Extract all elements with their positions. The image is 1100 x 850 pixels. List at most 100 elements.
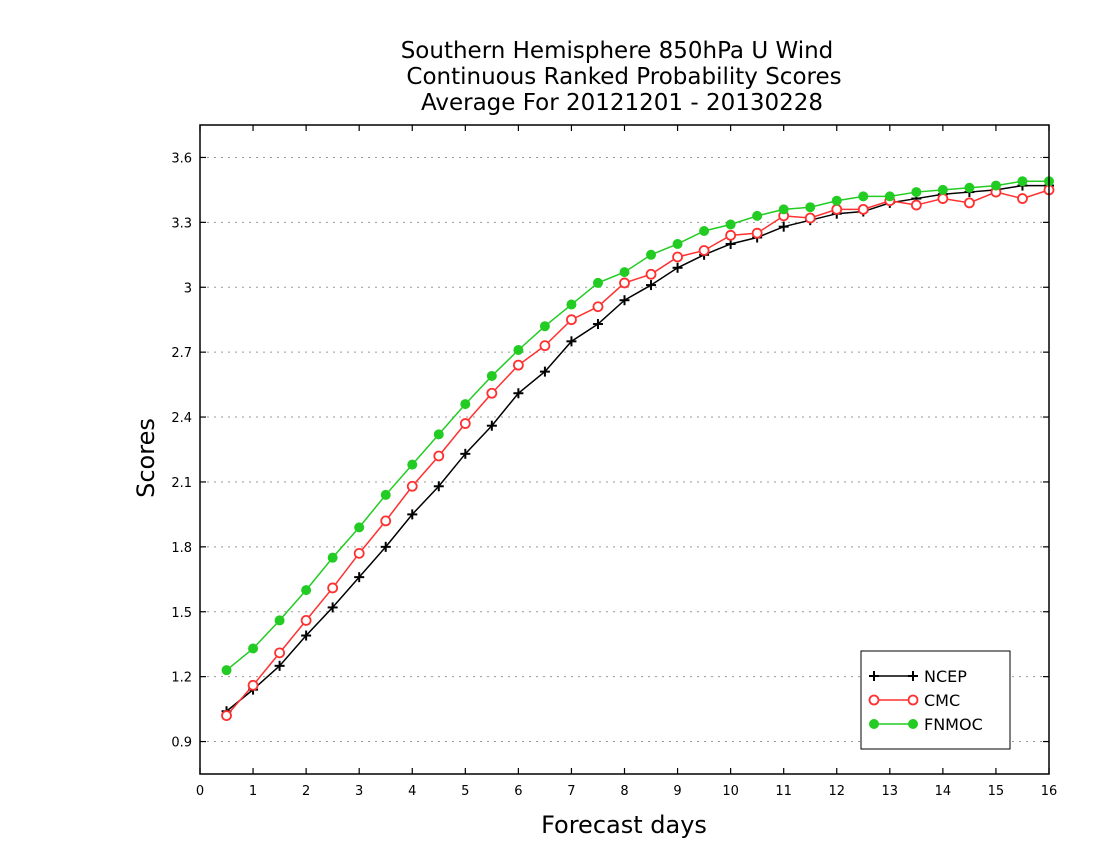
x-tick-label: 10 <box>722 784 739 799</box>
data-point-cmc <box>910 199 922 211</box>
data-point-cmc <box>247 679 259 691</box>
data-point-fnmoc <box>407 459 418 470</box>
data-point-cmc <box>831 203 843 215</box>
data-point-fnmoc <box>433 429 444 440</box>
data-point-fnmoc <box>805 202 816 213</box>
data-point-fnmoc <box>354 522 365 533</box>
x-tick-label: 9 <box>673 784 681 799</box>
data-point-cmc <box>857 203 869 215</box>
data-point-ncep <box>380 541 391 552</box>
data-point-fnmoc <box>1017 176 1028 187</box>
data-point-fnmoc <box>725 219 736 230</box>
legend-marker-ncep <box>869 671 879 681</box>
data-point-cmc <box>300 615 312 626</box>
legend-label-cmc: CMC <box>924 691 960 710</box>
legend: NCEP CMC FNMOC <box>860 650 1011 750</box>
x-tick-label: 4 <box>408 784 416 799</box>
data-point-cmc <box>274 647 285 659</box>
data-point-cmc <box>566 314 577 326</box>
series-ncep <box>221 180 1054 717</box>
data-point-ncep <box>354 572 365 583</box>
data-point-fnmoc <box>592 277 603 288</box>
data-point-ncep <box>539 366 550 377</box>
data-point-fnmoc <box>778 204 789 215</box>
x-tick-label: 2 <box>302 784 310 799</box>
data-point-cmc <box>406 480 418 492</box>
data-point-ncep <box>672 262 683 273</box>
legend-marker-fnmoc <box>869 719 879 729</box>
data-point-cmc <box>221 710 232 721</box>
x-tick-label: 0 <box>196 784 204 799</box>
data-point-fnmoc <box>858 191 869 202</box>
data-point-fnmoc <box>831 195 842 206</box>
data-point-fnmoc <box>221 665 232 676</box>
data-point-fnmoc <box>248 643 259 654</box>
series-line-ncep <box>226 184 1049 712</box>
series-layer <box>221 176 1055 721</box>
data-point-cmc <box>698 245 710 256</box>
legend-label-fnmoc: FNMOC <box>924 715 983 734</box>
data-point-fnmoc <box>937 184 948 195</box>
data-point-ncep <box>433 481 444 492</box>
data-point-ncep <box>274 660 285 671</box>
y-tick-label: 1.8 <box>171 541 192 556</box>
chart-title: Southern Hemisphere 850hPa U Wind Contin… <box>401 38 842 116</box>
x-tick-label: 3 <box>355 784 363 799</box>
data-point-cmc <box>964 197 975 209</box>
legend-box <box>860 650 1011 750</box>
data-point-cmc <box>353 547 365 559</box>
series-fnmoc <box>221 176 1054 676</box>
legend-entries: NCEP CMC FNMOC <box>868 667 983 734</box>
data-point-cmc <box>459 418 471 429</box>
data-point-ncep <box>619 295 630 306</box>
y-axis-label: Scores <box>132 418 160 498</box>
series-cmc <box>221 184 1055 721</box>
data-point-cmc <box>725 229 737 241</box>
legend-entry-fnmoc: FNMOC <box>869 715 983 734</box>
title-line-1: Southern Hemisphere 850hPa U Wind <box>401 38 834 64</box>
y-tick-label: 2.1 <box>171 476 192 491</box>
y-tick-label: 2.7 <box>171 346 192 361</box>
data-point-fnmoc <box>699 226 710 237</box>
x-tick-label: 16 <box>1041 784 1058 799</box>
x-tick-label: 14 <box>935 784 952 799</box>
data-point-ncep <box>778 221 789 232</box>
legend-label-ncep: NCEP <box>924 667 967 686</box>
axis-ticks: 0.91.21.51.82.12.42.733.33.60 1 2 3 4 5 6 7 8 9 10… <box>171 125 1057 799</box>
data-point-cmc <box>1017 193 1028 204</box>
data-point-fnmoc <box>752 210 763 221</box>
data-point-fnmoc <box>301 585 312 596</box>
data-point-fnmoc <box>274 615 285 626</box>
data-point-ncep <box>566 336 577 347</box>
y-tick-label: 1.5 <box>171 606 192 621</box>
data-point-ncep <box>301 630 312 641</box>
y-tick-label: 3 <box>184 281 192 296</box>
series-line-cmc <box>225 189 1050 717</box>
x-tick-label: 7 <box>567 784 575 799</box>
legend-entry-cmc: CMC <box>868 691 960 710</box>
data-point-fnmoc <box>619 267 630 278</box>
x-axis-label: Forecast days <box>541 811 707 839</box>
data-point-fnmoc <box>964 182 975 193</box>
data-point-fnmoc <box>672 238 683 249</box>
data-point-cmc <box>672 251 683 263</box>
legend-marker-cmc <box>907 694 919 706</box>
data-point-ncep <box>486 420 497 431</box>
y-tick-label: 0.9 <box>171 736 192 751</box>
data-point-fnmoc <box>327 552 338 563</box>
data-point-ncep <box>407 509 418 520</box>
data-point-fnmoc <box>513 344 524 355</box>
legend-marker-ncep <box>908 671 918 681</box>
data-point-cmc <box>937 193 949 204</box>
data-point-fnmoc <box>911 187 922 198</box>
y-tick-label: 3.6 <box>171 151 192 166</box>
data-point-cmc <box>645 268 657 280</box>
y-tick-label: 3.3 <box>171 216 192 231</box>
data-point-fnmoc <box>460 399 471 410</box>
data-point-fnmoc <box>566 299 577 310</box>
data-point-cmc <box>486 387 498 399</box>
title-line-3: Average For 20121201 - 20130228 <box>421 90 823 116</box>
data-point-fnmoc <box>646 249 657 260</box>
data-point-cmc <box>592 301 604 313</box>
